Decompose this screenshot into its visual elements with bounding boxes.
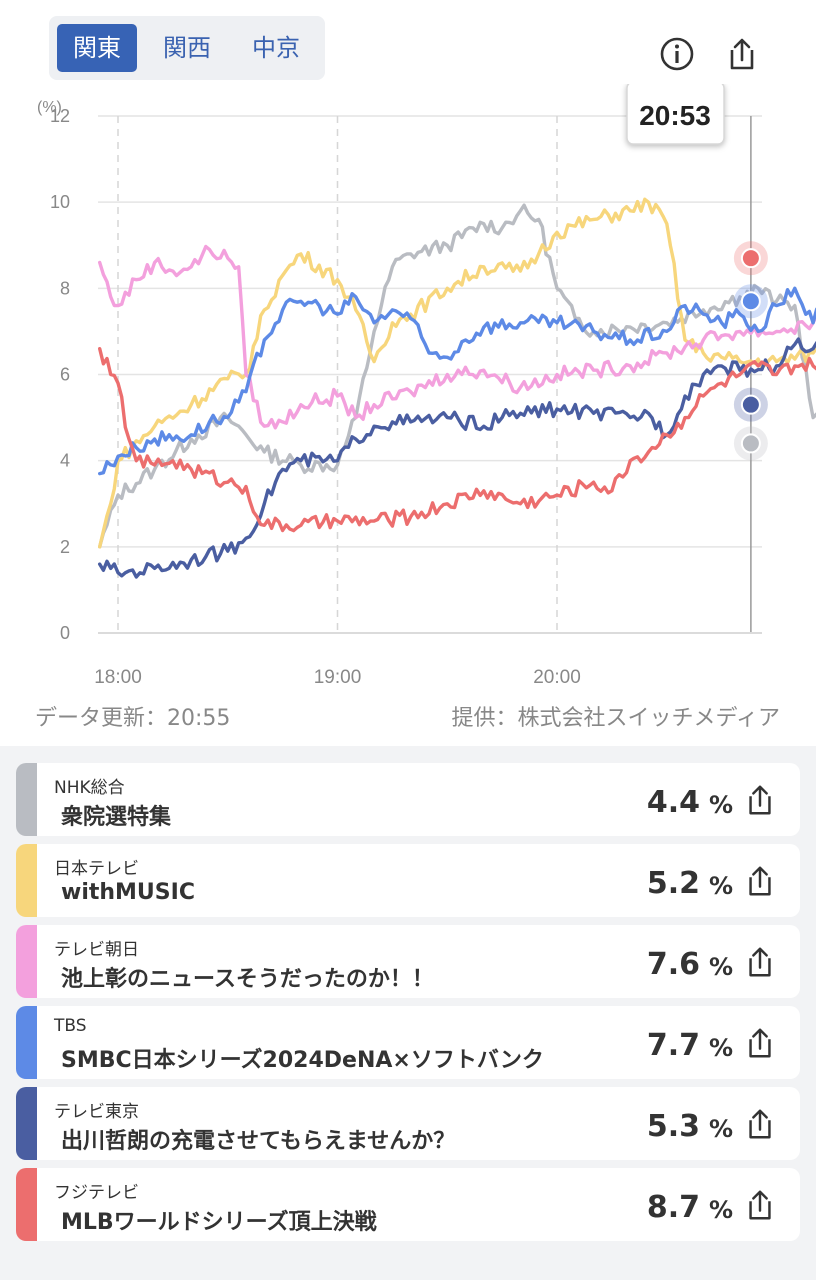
y-tick-label: 6 bbox=[60, 365, 70, 385]
end-marker bbox=[740, 394, 761, 415]
x-tick-label: 20:00 bbox=[533, 667, 581, 688]
rating-unit: % bbox=[709, 1034, 734, 1062]
end-marker bbox=[740, 291, 761, 312]
channel-card-tbs[interactable]: TBS SMBC日本シリーズ2024DeNA×ソフトバンク 7.7 % bbox=[16, 1006, 800, 1079]
end-marker bbox=[740, 248, 761, 269]
data-source-text: 提供：株式会社スイッチメディア bbox=[451, 706, 780, 731]
channel-name: フジテレビ bbox=[54, 1183, 139, 1203]
x-tick-label: 19:00 bbox=[314, 667, 362, 688]
rating-value: 5.3 bbox=[646, 1109, 700, 1144]
info-icon[interactable] bbox=[659, 36, 695, 72]
series-line bbox=[98, 286, 816, 476]
rating-value: 4.4 bbox=[646, 785, 700, 820]
time-tooltip: 20:53 bbox=[626, 84, 725, 145]
tab-kanto[interactable]: 関東 bbox=[57, 24, 137, 72]
rating-unit: % bbox=[709, 872, 734, 900]
rating-unit: % bbox=[709, 1196, 734, 1224]
region-tabs: 関東 関西 中京 bbox=[49, 16, 325, 80]
y-axis-ticks: 0 2 4 6 8 10 12 bbox=[50, 106, 70, 643]
share-icon[interactable] bbox=[743, 1026, 777, 1060]
channel-color-stripe bbox=[16, 844, 37, 917]
channel-list: NHK総合 衆院選特集 4.4 % 日本テレビ withMUSIC 5.2 % … bbox=[0, 746, 816, 1280]
rating-unit: % bbox=[709, 1115, 734, 1143]
y-tick-label: 4 bbox=[60, 451, 70, 471]
program-title: MLBワールドシリーズ頂上決戦 bbox=[61, 1210, 377, 1235]
data-updated-text: データ更新：20:55 bbox=[35, 706, 231, 731]
channel-name: NHK総合 bbox=[54, 778, 125, 798]
channel-color-stripe bbox=[16, 1006, 37, 1079]
share-icon[interactable] bbox=[743, 864, 777, 898]
end-marker bbox=[740, 433, 761, 454]
channel-name: テレビ東京 bbox=[54, 1102, 139, 1122]
channel-color-stripe bbox=[16, 1087, 37, 1160]
y-tick-label: 10 bbox=[50, 192, 70, 212]
series-lines bbox=[98, 197, 816, 579]
series-line bbox=[98, 337, 816, 579]
channel-card-ntv[interactable]: 日本テレビ withMUSIC 5.2 % bbox=[16, 844, 800, 917]
rating-unit: % bbox=[709, 791, 734, 819]
y-axis-label: (%) bbox=[37, 99, 62, 116]
tab-kansai[interactable]: 関西 bbox=[163, 34, 211, 62]
channel-color-stripe bbox=[16, 763, 37, 836]
channel-name: TBS bbox=[54, 1016, 87, 1036]
channel-name: 日本テレビ bbox=[54, 859, 139, 879]
program-title: 衆院選特集 bbox=[61, 805, 172, 830]
series-line bbox=[98, 203, 816, 549]
channel-card-tv-asahi[interactable]: テレビ朝日 池上彰のニュースそうだったのか！！ 7.6 % bbox=[16, 925, 800, 998]
rating-value: 8.7 bbox=[646, 1190, 700, 1225]
x-axis-ticks: 18:00 19:00 20:00 bbox=[94, 667, 581, 688]
series-line bbox=[98, 347, 816, 533]
rating-value: 5.2 bbox=[646, 866, 700, 901]
program-title: SMBC日本シリーズ2024DeNA×ソフトバンク bbox=[61, 1048, 544, 1073]
tooltip-time: 20:53 bbox=[639, 100, 711, 131]
share-icon[interactable] bbox=[743, 1188, 777, 1222]
rating-unit: % bbox=[709, 953, 734, 981]
grid-lines bbox=[98, 115, 762, 634]
program-title: withMUSIC bbox=[61, 880, 195, 905]
channel-color-stripe bbox=[16, 925, 37, 998]
rating-value: 7.7 bbox=[646, 1028, 700, 1063]
channel-card-fuji[interactable]: フジテレビ MLBワールドシリーズ頂上決戦 8.7 % bbox=[16, 1168, 800, 1241]
series-line bbox=[98, 244, 816, 430]
channel-name: テレビ朝日 bbox=[54, 940, 139, 960]
share-icon[interactable] bbox=[743, 783, 777, 817]
program-title: 池上彰のニュースそうだったのか！！ bbox=[61, 967, 434, 992]
share-icon[interactable] bbox=[743, 945, 777, 979]
tab-chukyo[interactable]: 中京 bbox=[252, 34, 300, 62]
share-icon[interactable] bbox=[743, 1107, 777, 1141]
channel-color-stripe bbox=[16, 1168, 37, 1241]
channel-card-nhk[interactable]: NHK総合 衆院選特集 4.4 % bbox=[16, 763, 800, 836]
ratings-chart[interactable]: 0 2 4 6 8 10 12 18:00 19:00 20:00 (%) 20:53 bbox=[0, 84, 816, 694]
y-tick-label: 12 bbox=[50, 106, 70, 126]
end-markers bbox=[733, 241, 768, 461]
y-tick-label: 0 bbox=[60, 623, 70, 643]
program-title: 出川哲朗の充電させてもらえませんか？ bbox=[61, 1129, 456, 1154]
y-tick-label: 8 bbox=[60, 278, 70, 298]
y-tick-label: 2 bbox=[60, 537, 70, 557]
channel-card-tv-tokyo[interactable]: テレビ東京 出川哲朗の充電させてもらえませんか？ 5.3 % bbox=[16, 1087, 800, 1160]
share-icon[interactable] bbox=[724, 36, 760, 72]
x-tick-label: 18:00 bbox=[94, 667, 142, 688]
rating-value: 7.6 bbox=[646, 947, 700, 982]
